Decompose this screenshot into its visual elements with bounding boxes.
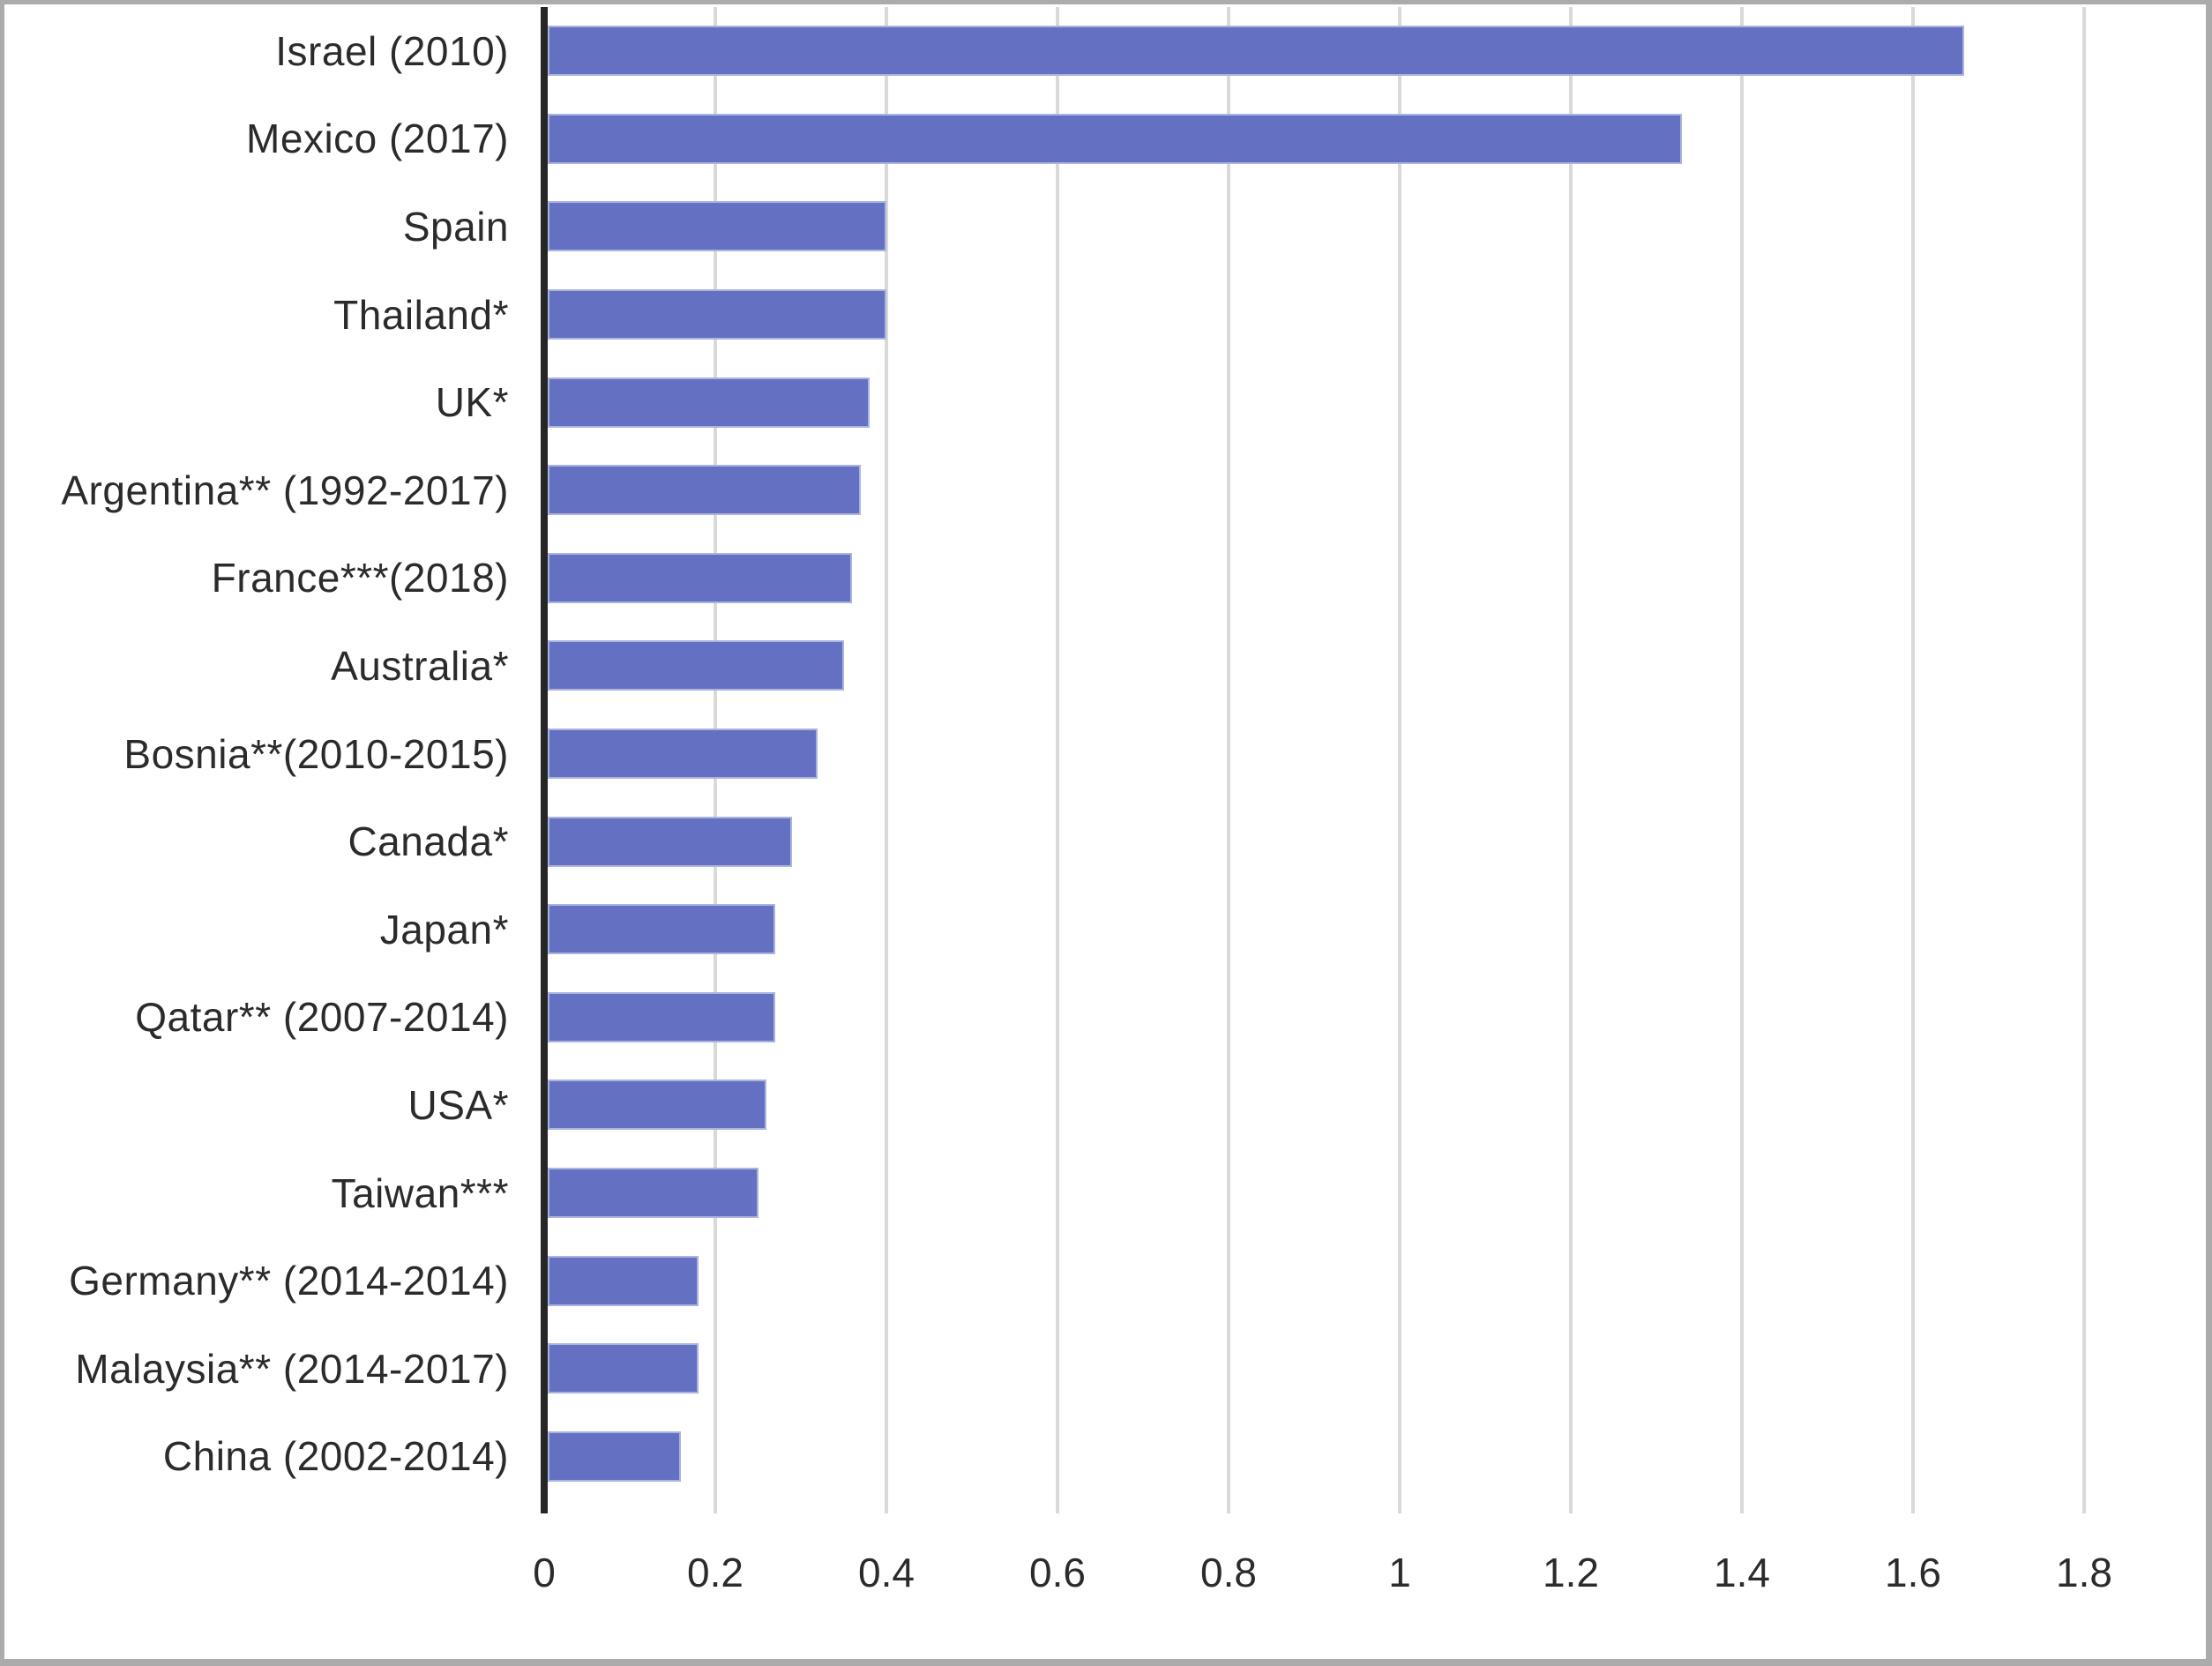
category-label: Australia* (331, 642, 509, 689)
bar (548, 816, 793, 867)
category-label: UK* (435, 379, 509, 426)
category-label: Mexico (2017) (246, 116, 509, 162)
x-axis-tick-label: 1.8 (2056, 1550, 2112, 1595)
category-label: Israel (2010) (275, 27, 509, 74)
x-axis-tick-label: 1 (1388, 1550, 1411, 1595)
bar (548, 552, 853, 603)
category-label: Malaysia** (2014-2017) (75, 1345, 509, 1392)
x-axis-tick-label: 0.4 (858, 1550, 915, 1595)
bar-row: Canada* (4, 797, 2206, 885)
bar (548, 1168, 759, 1219)
x-axis-tick-label: 0.2 (687, 1550, 744, 1595)
bar-row: China (2002-2014) (4, 1413, 2206, 1501)
category-label: France***(2018) (211, 555, 509, 601)
bar-row: UK* (4, 358, 2206, 446)
gridline (1740, 7, 1744, 1513)
bar (548, 26, 1965, 77)
bar-row: Spain (4, 183, 2206, 271)
gridline (1569, 7, 1573, 1513)
category-label: Thailand* (333, 291, 509, 338)
bar-row: Argentina** (1992-2017) (4, 446, 2206, 534)
bar-row: Thailand* (4, 271, 2206, 359)
category-label: Bosnia**(2010-2015) (123, 730, 509, 777)
bar (548, 465, 861, 516)
bar-row: Taiwan*** (4, 1149, 2206, 1237)
gridline (2082, 7, 2086, 1513)
bar (548, 728, 818, 780)
gridline (1398, 7, 1401, 1513)
x-axis-tick-label: 0 (533, 1550, 556, 1595)
category-label: Germany** (2014-2014) (69, 1258, 509, 1304)
bar (548, 1080, 767, 1131)
bar (548, 904, 775, 955)
bar-row: France***(2018) (4, 534, 2206, 623)
bar-row: Australia* (4, 622, 2206, 710)
bar (548, 991, 775, 1042)
x-axis-tick-label: 1.2 (1543, 1550, 1599, 1595)
category-label: USA* (407, 1081, 509, 1128)
category-label: Qatar** (2007-2014) (135, 994, 509, 1041)
bar (548, 289, 886, 340)
bar-row: USA* (4, 1061, 2206, 1149)
bar-row: Germany** (2014-2014) (4, 1236, 2206, 1325)
x-axis-tick-label: 1.4 (1714, 1550, 1770, 1595)
bar (548, 201, 886, 252)
y-axis-line (541, 7, 548, 1513)
bar-row: Qatar** (2007-2014) (4, 974, 2206, 1062)
category-label: Argentina** (1992-2017) (61, 467, 509, 513)
gridline (1227, 7, 1230, 1513)
bar (548, 1343, 699, 1394)
gridline (1056, 7, 1059, 1513)
bar (548, 377, 870, 428)
category-label: Canada* (347, 818, 509, 865)
bar (548, 1255, 699, 1306)
gridline (1911, 7, 1915, 1513)
bar (548, 640, 844, 691)
category-label: China (2002-2014) (162, 1433, 509, 1480)
bar-row: Bosnia**(2010-2015) (4, 710, 2206, 798)
bar-row: Japan* (4, 885, 2206, 974)
x-axis-tick-label: 0.6 (1029, 1550, 1086, 1595)
bar-row: Israel (2010) (4, 7, 2206, 95)
category-label: Spain (402, 203, 509, 250)
bar (548, 1431, 682, 1482)
bar-row: Malaysia** (2014-2017) (4, 1325, 2206, 1413)
x-axis-tick-label: 1.6 (1885, 1550, 1941, 1595)
bar (548, 113, 1683, 164)
gridline (885, 7, 888, 1513)
category-label: Japan* (379, 906, 509, 953)
bar-row: Mexico (2017) (4, 95, 2206, 183)
category-label: Taiwan*** (331, 1169, 509, 1216)
x-axis-tick-label: 0.8 (1200, 1550, 1257, 1595)
